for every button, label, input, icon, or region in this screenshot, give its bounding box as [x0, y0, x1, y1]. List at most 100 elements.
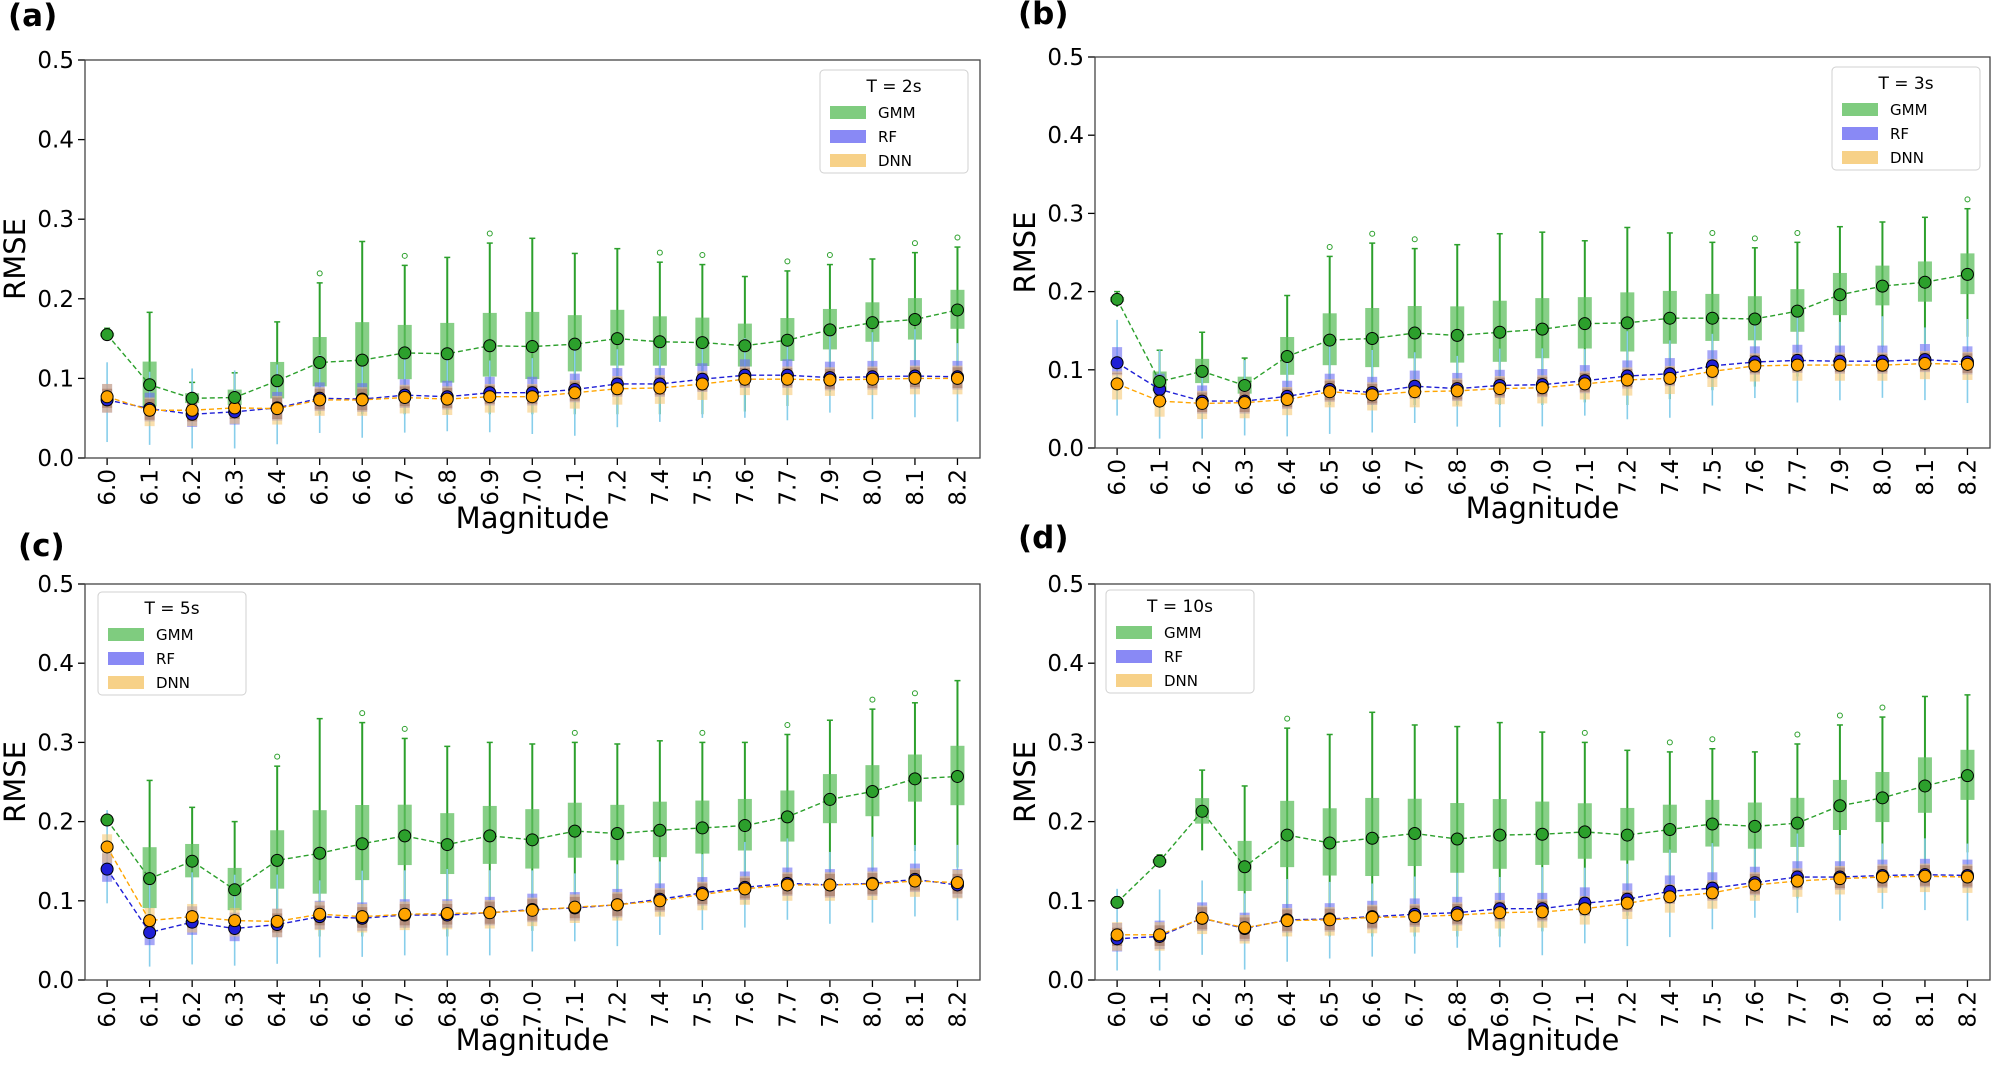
legend-swatch	[108, 652, 144, 665]
legend-label: GMM	[878, 104, 916, 122]
dnn-point	[568, 900, 582, 914]
x-tick-label: 7.7	[775, 991, 801, 1028]
gmm-point	[1960, 267, 1974, 281]
x-tick-label: 7.0	[1530, 991, 1556, 1028]
legend-box	[97, 591, 247, 696]
x-tick-label: 7.6	[1743, 991, 1769, 1028]
x-tick-label: 6.9	[1488, 991, 1514, 1028]
dnn-point	[1323, 385, 1337, 399]
gmm-outlier	[826, 252, 833, 259]
y-tick-label: 0.1	[37, 366, 74, 392]
legend-label: DNN	[1890, 149, 1924, 167]
dnn-point	[270, 914, 284, 928]
gmm-point	[355, 837, 369, 851]
dnn-point	[653, 381, 667, 395]
legend-label: RF	[156, 650, 175, 668]
gmm-outlier	[1964, 196, 1971, 203]
legend-swatch	[1842, 151, 1878, 164]
x-tick-label: 7.9	[1828, 991, 1854, 1028]
gmm-point	[823, 792, 837, 806]
x-tick-label: 6.3	[1233, 459, 1259, 496]
gmm-point	[1408, 826, 1422, 840]
dnn-point	[1110, 377, 1124, 391]
x-tick-label: 7.6	[733, 991, 759, 1028]
x-tick-label: 6.9	[478, 469, 504, 506]
y-axis-title: RMSE	[1008, 212, 1042, 294]
y-tick-label: 0.2	[37, 810, 74, 836]
y-axis-title: RMSE	[1008, 741, 1042, 823]
gmm-point	[1110, 292, 1124, 306]
gmm-outlier	[699, 729, 706, 736]
gmm-outlier	[1709, 736, 1716, 743]
dnn-point	[1493, 382, 1507, 396]
dnn-point	[1195, 911, 1209, 925]
dnn-point	[908, 874, 922, 888]
x-tick-label: 7.0	[520, 991, 546, 1028]
x-tick-label: 8.1	[903, 991, 929, 1028]
dnn-point	[950, 371, 964, 385]
y-tick-label: 0.4	[37, 651, 74, 677]
x-tick-label: 7.1	[1573, 459, 1599, 496]
gmm-point	[1195, 364, 1209, 378]
gmm-point	[780, 333, 794, 347]
dnn-point	[1663, 890, 1677, 904]
dnn-point	[1535, 381, 1549, 395]
x-tick-label: 7.1	[563, 469, 589, 506]
dnn-point	[695, 887, 709, 901]
x-tick-label: 6.8	[435, 991, 461, 1028]
gmm-point	[738, 819, 752, 833]
legend-swatch	[1116, 650, 1152, 663]
gmm-point	[1365, 831, 1379, 845]
x-tick-label: 7.4	[648, 991, 674, 1028]
x-tick-label: 7.2	[605, 469, 631, 506]
y-tick-label: 0.2	[1047, 810, 1084, 836]
dnn-point	[610, 382, 624, 396]
dnn-point	[823, 878, 837, 892]
gmm-point	[610, 826, 624, 840]
rf-point	[100, 862, 114, 876]
y-tick-label: 0.2	[1047, 280, 1084, 306]
gmm-point	[950, 303, 964, 317]
gmm-outlier	[1326, 244, 1333, 251]
dnn-point	[738, 882, 752, 896]
x-tick-label: 7.4	[648, 469, 674, 506]
legend-label: RF	[1890, 125, 1909, 143]
gmm-outlier	[359, 710, 366, 717]
y-tick-label: 0.0	[1047, 968, 1084, 994]
legend-label: GMM	[1890, 101, 1928, 119]
plot-frame	[84, 583, 981, 981]
x-tick-label: 6.1	[138, 991, 164, 1028]
x-tick-label: 7.2	[1615, 459, 1641, 496]
dnn-point	[653, 894, 667, 908]
dnn-point	[1450, 908, 1464, 922]
panel-label: (c)	[18, 528, 65, 564]
x-tick-label: 7.9	[1828, 459, 1854, 496]
legend: T = 3s GMM RF DNN	[1831, 66, 1981, 171]
x-tick-label: 7.1	[563, 991, 589, 1028]
gmm-outlier	[1794, 229, 1801, 236]
legend-label: RF	[878, 128, 897, 146]
dnn-point	[1153, 928, 1167, 942]
dnn-point	[1195, 396, 1209, 410]
y-tick-label: 0.4	[37, 128, 74, 154]
gmm-point	[1493, 325, 1507, 339]
dnn-point	[1578, 902, 1592, 916]
gmm-point	[313, 355, 327, 369]
gmm-outlier	[954, 234, 961, 241]
dnn-point	[1280, 914, 1294, 928]
x-tick-label: 8.1	[1913, 459, 1939, 496]
x-axis-title: Magnitude	[1466, 491, 1620, 525]
y-tick-label: 0.1	[1047, 889, 1084, 915]
gmm-point	[950, 769, 964, 783]
x-tick-label: 8.0	[860, 991, 886, 1028]
x-tick-label: 6.4	[1275, 459, 1301, 496]
dnn-line	[1117, 875, 1968, 936]
gmm-point	[908, 312, 922, 326]
y-tick-label: 0.0	[1047, 436, 1084, 462]
x-tick-label: 8.2	[945, 991, 971, 1028]
gmm-point	[398, 829, 412, 843]
gmm-outlier	[1581, 729, 1588, 736]
dnn-point	[1578, 377, 1592, 391]
gmm-point	[355, 353, 369, 367]
dnn-point	[143, 914, 157, 928]
